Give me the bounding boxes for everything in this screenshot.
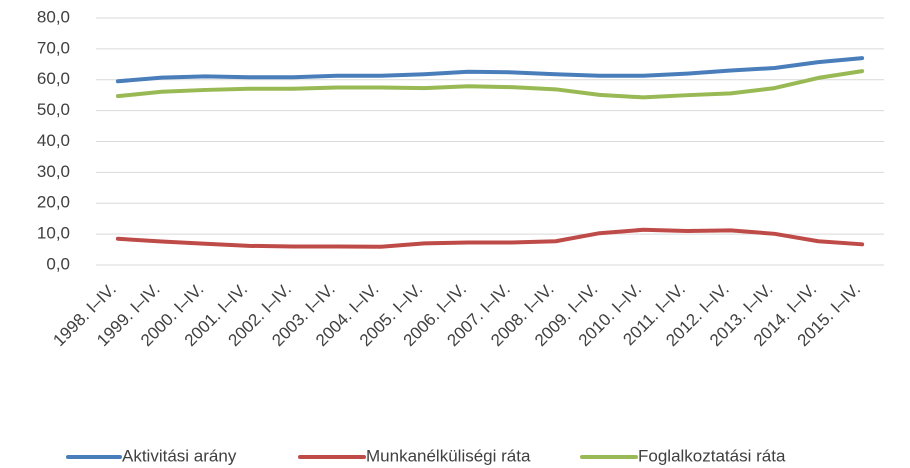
legend-label: Aktivitási arány (122, 446, 237, 465)
y-tick-label: 60,0 (37, 69, 70, 88)
legend-label: Foglalkoztatási ráta (638, 446, 786, 465)
series-line (115, 227, 865, 249)
series-line (115, 69, 865, 100)
y-tick-label: 0,0 (46, 254, 70, 273)
legend-label: Munkanélküliségi ráta (366, 446, 531, 465)
y-tick-label: 30,0 (37, 162, 70, 181)
y-tick-label: 10,0 (37, 224, 70, 243)
series-line (115, 56, 865, 84)
y-tick-label: 70,0 (37, 38, 70, 57)
y-tick-label: 40,0 (37, 131, 70, 150)
y-tick-label: 20,0 (37, 193, 70, 212)
y-tick-label: 80,0 (37, 7, 70, 26)
y-tick-label: 50,0 (37, 100, 70, 119)
